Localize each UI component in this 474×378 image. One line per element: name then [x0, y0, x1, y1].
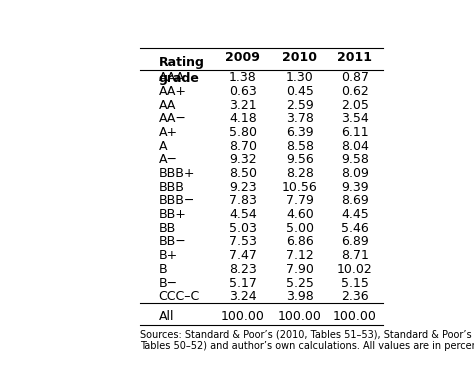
Text: AA: AA	[158, 99, 176, 112]
Text: 100.00: 100.00	[333, 310, 377, 323]
Text: 6.11: 6.11	[341, 126, 369, 139]
Text: 4.45: 4.45	[341, 208, 369, 221]
Text: 7.47: 7.47	[229, 249, 257, 262]
Text: 1.38: 1.38	[229, 71, 257, 84]
Text: BB: BB	[158, 222, 176, 235]
Text: 9.23: 9.23	[229, 181, 257, 194]
Text: BBB: BBB	[158, 181, 184, 194]
Text: 5.17: 5.17	[229, 277, 257, 290]
Text: 100.00: 100.00	[278, 310, 322, 323]
Text: BBB−: BBB−	[158, 194, 195, 208]
Text: 4.18: 4.18	[229, 112, 257, 125]
Text: A: A	[158, 139, 167, 153]
Text: 9.32: 9.32	[229, 153, 257, 166]
Text: 3.24: 3.24	[229, 290, 257, 303]
Text: 8.58: 8.58	[286, 139, 314, 153]
Text: 0.45: 0.45	[286, 85, 314, 98]
Text: AA−: AA−	[158, 112, 186, 125]
Text: 3.54: 3.54	[341, 112, 369, 125]
Text: 5.00: 5.00	[286, 222, 314, 235]
Text: 8.23: 8.23	[229, 263, 257, 276]
Text: A+: A+	[158, 126, 178, 139]
Text: 3.21: 3.21	[229, 99, 257, 112]
Text: 4.60: 4.60	[286, 208, 314, 221]
Text: 5.15: 5.15	[341, 277, 369, 290]
Text: 8.70: 8.70	[229, 139, 257, 153]
Text: 5.25: 5.25	[286, 277, 314, 290]
Text: 7.12: 7.12	[286, 249, 314, 262]
Text: 5.03: 5.03	[229, 222, 257, 235]
Text: BB−: BB−	[158, 235, 186, 248]
Text: 2010: 2010	[283, 51, 318, 64]
Text: 10.02: 10.02	[337, 263, 373, 276]
Text: 8.71: 8.71	[341, 249, 369, 262]
Text: 100.00: 100.00	[221, 310, 265, 323]
Text: 7.90: 7.90	[286, 263, 314, 276]
Text: B: B	[158, 263, 167, 276]
Text: 1.30: 1.30	[286, 71, 314, 84]
Text: 8.50: 8.50	[229, 167, 257, 180]
Text: Sources: Standard & Poor’s (2010, Tables 51–53), Standard & Poor’s (2011, Tables: Sources: Standard & Poor’s (2010, Tables…	[140, 329, 474, 351]
Text: CCC–C: CCC–C	[158, 290, 200, 303]
Text: 2.36: 2.36	[341, 290, 369, 303]
Text: 5.80: 5.80	[229, 126, 257, 139]
Text: BBB+: BBB+	[158, 167, 195, 180]
Text: 7.83: 7.83	[229, 194, 257, 208]
Text: AA+: AA+	[158, 85, 186, 98]
Text: 8.69: 8.69	[341, 194, 369, 208]
Text: 7.79: 7.79	[286, 194, 314, 208]
Text: 4.54: 4.54	[229, 208, 257, 221]
Text: 6.89: 6.89	[341, 235, 369, 248]
Text: 5.46: 5.46	[341, 222, 369, 235]
Text: 6.39: 6.39	[286, 126, 314, 139]
Text: 0.63: 0.63	[229, 85, 257, 98]
Text: 8.28: 8.28	[286, 167, 314, 180]
Text: Rating
grade: Rating grade	[158, 56, 204, 85]
Text: 8.04: 8.04	[341, 139, 369, 153]
Text: 7.53: 7.53	[229, 235, 257, 248]
Text: 3.78: 3.78	[286, 112, 314, 125]
Text: 2.59: 2.59	[286, 99, 314, 112]
Text: 2009: 2009	[226, 51, 260, 64]
Text: 9.39: 9.39	[341, 181, 369, 194]
Text: 0.87: 0.87	[341, 71, 369, 84]
Text: 3.98: 3.98	[286, 290, 314, 303]
Text: 6.86: 6.86	[286, 235, 314, 248]
Text: B−: B−	[158, 277, 178, 290]
Text: BB+: BB+	[158, 208, 186, 221]
Text: All: All	[158, 310, 174, 323]
Text: A−: A−	[158, 153, 177, 166]
Text: 9.56: 9.56	[286, 153, 314, 166]
Text: 2.05: 2.05	[341, 99, 369, 112]
Text: 9.58: 9.58	[341, 153, 369, 166]
Text: 10.56: 10.56	[282, 181, 318, 194]
Text: AAA: AAA	[158, 71, 185, 84]
Text: 2011: 2011	[337, 51, 373, 64]
Text: 0.62: 0.62	[341, 85, 369, 98]
Text: B+: B+	[158, 249, 178, 262]
Text: 8.09: 8.09	[341, 167, 369, 180]
